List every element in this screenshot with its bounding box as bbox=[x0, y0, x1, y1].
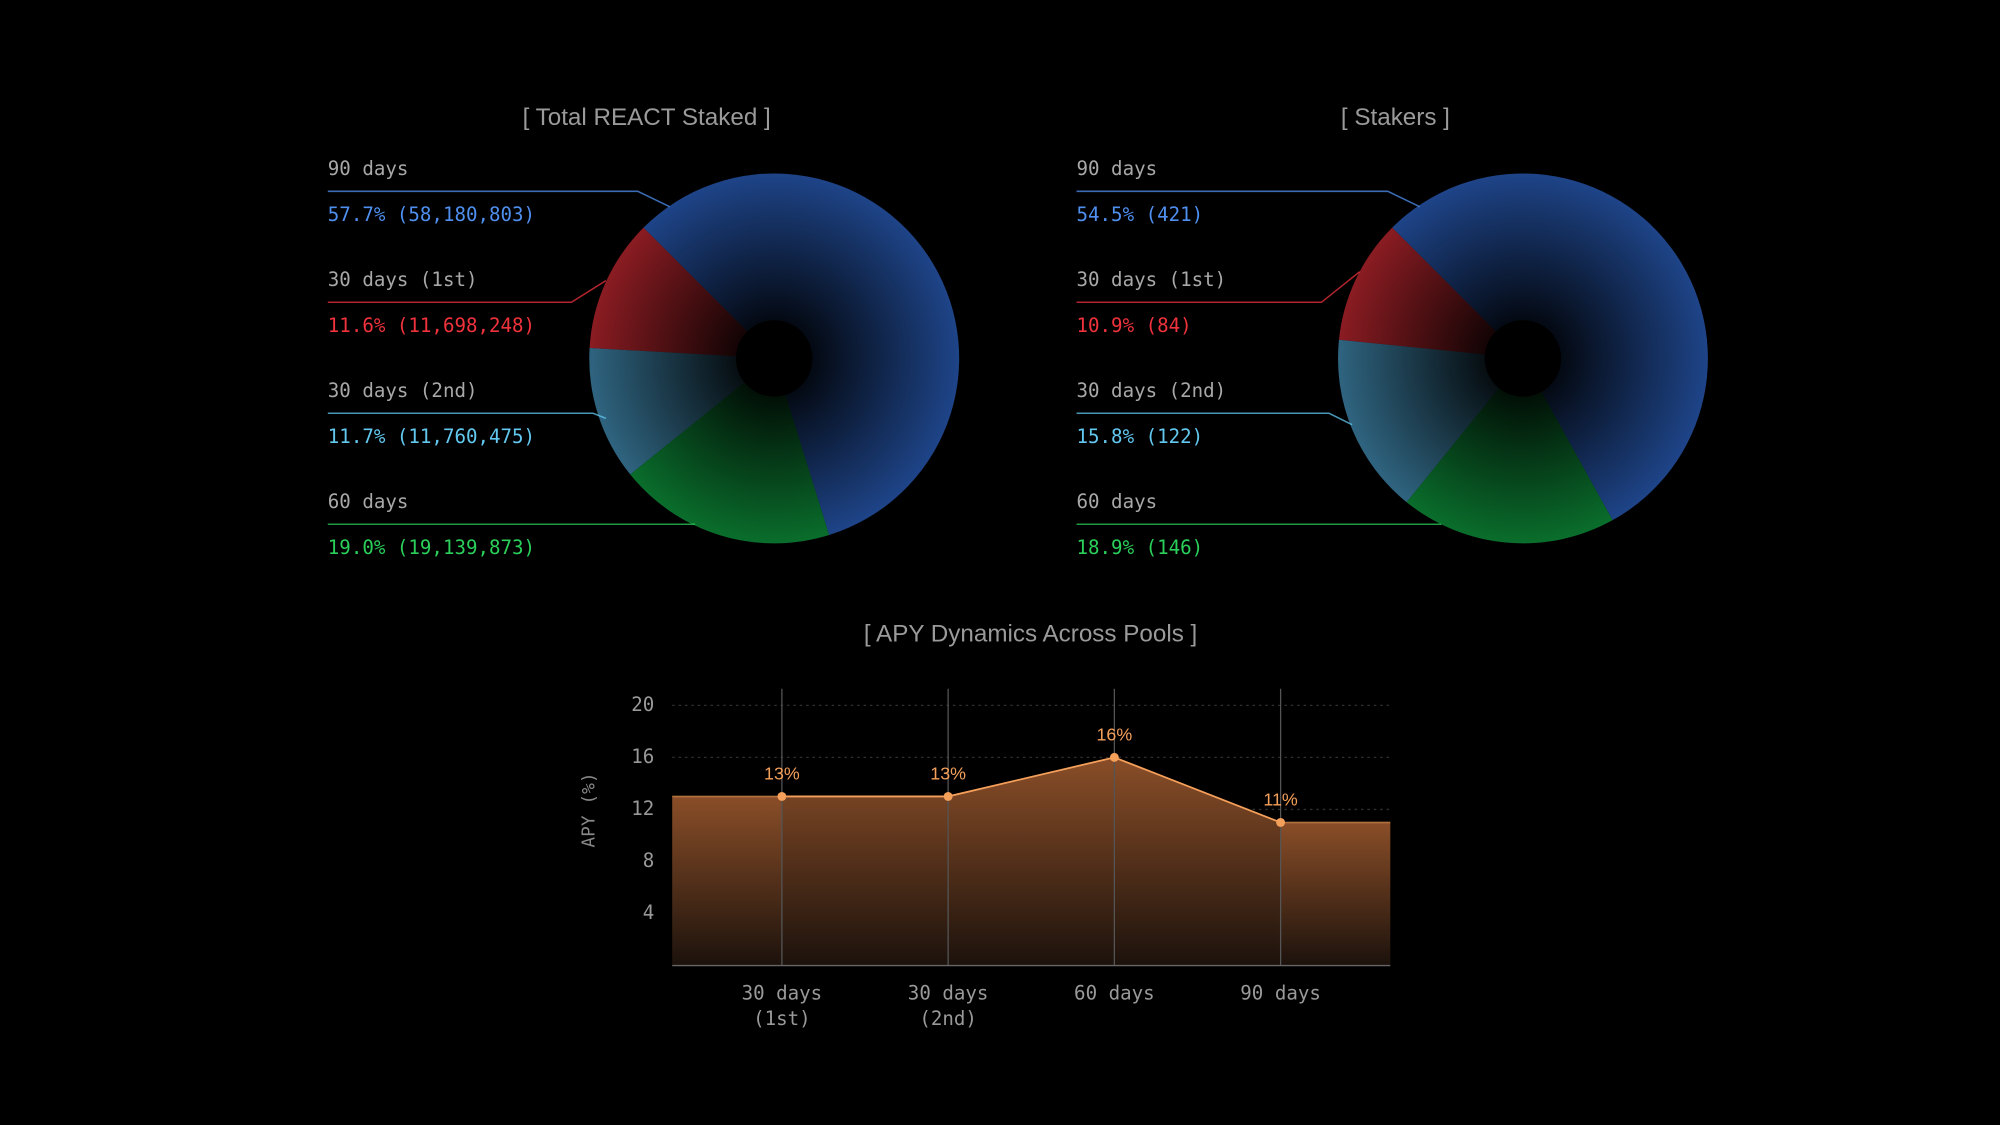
legend-value: 18.9% (146) bbox=[1077, 536, 1204, 559]
chart-title: [ Total REACT Staked ] bbox=[523, 104, 771, 131]
data-label: 16% bbox=[1097, 724, 1133, 744]
pie-slice bbox=[1338, 339, 1499, 503]
connector-line bbox=[327, 190, 670, 208]
pie-chart: [ Stakers ] 90 days 54.5% (421) 30 days (1s… bbox=[1076, 104, 1708, 559]
area-extension bbox=[1280, 822, 1391, 966]
data-point bbox=[943, 791, 953, 801]
legend-name: 90 days bbox=[1077, 157, 1158, 180]
legend-value: 11.7% (11,760,475) bbox=[328, 425, 535, 448]
legend-value: 19.0% (19,139,873) bbox=[328, 536, 535, 559]
legend-name: 30 days (2nd) bbox=[1077, 379, 1227, 402]
y-tick-label: 20 bbox=[631, 693, 654, 716]
connector-line bbox=[1076, 190, 1420, 208]
connector-line bbox=[327, 412, 607, 420]
chart-title: [ APY Dynamics Across Pools ] bbox=[864, 621, 1197, 648]
area-fill bbox=[781, 757, 1281, 966]
pie-slice bbox=[1338, 227, 1496, 355]
y-tick-label: 16 bbox=[631, 745, 654, 768]
y-tick-label: 4 bbox=[643, 901, 655, 924]
pie-slice bbox=[1392, 173, 1708, 521]
data-line bbox=[781, 756, 1281, 824]
pie-slice bbox=[589, 347, 745, 475]
chart-title: [ Stakers ] bbox=[1341, 104, 1450, 131]
data-point bbox=[777, 791, 787, 801]
pie-slice bbox=[589, 227, 748, 357]
area-extension bbox=[672, 796, 782, 966]
data-label: 13% bbox=[764, 763, 800, 783]
pie-chart: [ Total REACT Staked ] 90 days 57.7% (58,1… bbox=[327, 104, 960, 559]
data-label: 11% bbox=[1263, 789, 1298, 809]
pie-slice bbox=[630, 382, 830, 544]
data-label: 13% bbox=[930, 763, 966, 783]
legend-name: 30 days (2nd) bbox=[328, 379, 478, 402]
legend-name: 60 days bbox=[1077, 490, 1158, 513]
pie-slice bbox=[1406, 388, 1613, 544]
data-point bbox=[1109, 752, 1119, 762]
connector-line bbox=[327, 279, 607, 304]
connector-line bbox=[1076, 412, 1353, 426]
y-tick-label: 8 bbox=[643, 849, 655, 872]
connector-line bbox=[1076, 271, 1361, 304]
legend-value: 11.6% (11,698,248) bbox=[328, 314, 535, 337]
y-axis-label: APY (%) bbox=[578, 772, 599, 847]
legend-name: 30 days (1st) bbox=[328, 268, 478, 291]
area-chart: [ APY Dynamics Across Pools ] APY (%) 4 8 12… bbox=[578, 621, 1391, 1030]
data-point bbox=[1276, 817, 1286, 827]
legend-name: 90 days bbox=[328, 157, 409, 180]
x-tick-label: 30 days (2nd) bbox=[908, 981, 989, 1030]
legend-name: 60 days bbox=[328, 490, 409, 513]
legend-value: 57.7% (58,180,803) bbox=[328, 203, 535, 226]
y-tick-label: 12 bbox=[631, 797, 654, 820]
pie-slice bbox=[643, 173, 960, 536]
x-tick-label: 90 days bbox=[1240, 981, 1321, 1004]
legend-value: 54.5% (421) bbox=[1077, 203, 1204, 226]
x-tick-label: 30 days (1st) bbox=[742, 981, 823, 1030]
legend-value: 10.9% (84) bbox=[1077, 314, 1192, 337]
legend-value: 15.8% (122) bbox=[1077, 425, 1204, 448]
x-tick-label: 60 days bbox=[1074, 981, 1155, 1004]
legend-name: 30 days (1st) bbox=[1077, 268, 1227, 291]
